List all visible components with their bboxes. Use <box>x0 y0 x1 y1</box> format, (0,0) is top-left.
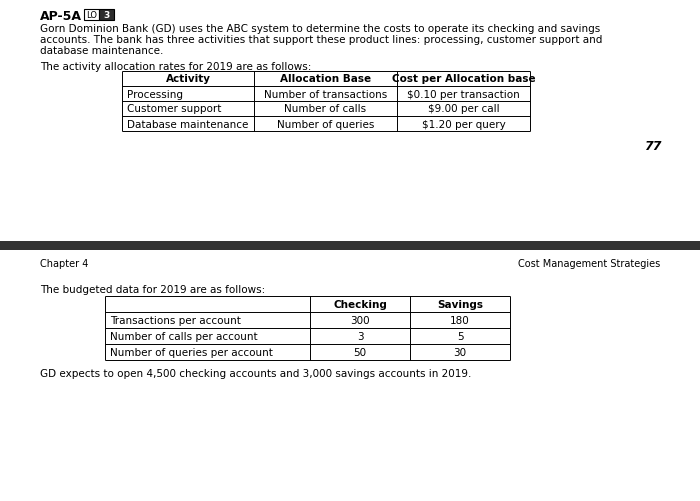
Text: Checking: Checking <box>333 300 387 310</box>
Text: 50: 50 <box>354 347 367 357</box>
Text: Gorn Dominion Bank (GD) uses the ABC system to determine the costs to operate it: Gorn Dominion Bank (GD) uses the ABC sys… <box>40 24 601 34</box>
Text: 77: 77 <box>645 140 662 153</box>
Text: 300: 300 <box>350 315 370 325</box>
Bar <box>84 10 99 21</box>
Text: Customer support: Customer support <box>127 104 221 114</box>
Bar <box>99 10 114 21</box>
Text: AP-5A: AP-5A <box>40 10 82 23</box>
Text: $0.10 per transaction: $0.10 per transaction <box>407 89 520 99</box>
Bar <box>0 241 700 250</box>
Text: Processing: Processing <box>127 89 183 99</box>
Text: $9.00 per call: $9.00 per call <box>428 104 499 114</box>
Text: 30: 30 <box>454 347 467 357</box>
Text: accounts. The bank has three activities that support these product lines: proces: accounts. The bank has three activities … <box>40 35 603 45</box>
Text: database maintenance.: database maintenance. <box>40 46 163 56</box>
Text: Allocation Base: Allocation Base <box>280 74 371 84</box>
Text: LO: LO <box>86 11 97 20</box>
Text: 5: 5 <box>456 331 463 341</box>
Text: Number of queries per account: Number of queries per account <box>110 347 273 357</box>
Text: Database maintenance: Database maintenance <box>127 119 248 129</box>
Text: Cost Management Strategies: Cost Management Strategies <box>518 259 660 269</box>
Text: Savings: Savings <box>437 300 483 310</box>
Text: 3: 3 <box>357 331 363 341</box>
Text: Number of queries: Number of queries <box>276 119 374 129</box>
Text: 180: 180 <box>450 315 470 325</box>
Text: The activity allocation rates for 2019 are as follows:: The activity allocation rates for 2019 a… <box>40 62 312 72</box>
Text: Cost per Allocation base: Cost per Allocation base <box>392 74 536 84</box>
Text: Chapter 4: Chapter 4 <box>40 259 88 269</box>
Text: Transactions per account: Transactions per account <box>110 315 241 325</box>
Text: 3: 3 <box>104 11 110 20</box>
Text: Number of calls per account: Number of calls per account <box>110 331 258 341</box>
Text: Activity: Activity <box>165 74 211 84</box>
Text: $1.20 per query: $1.20 per query <box>421 119 505 129</box>
Text: The budgeted data for 2019 are as follows:: The budgeted data for 2019 are as follow… <box>40 285 265 295</box>
Text: Number of calls: Number of calls <box>284 104 367 114</box>
Text: Number of transactions: Number of transactions <box>264 89 387 99</box>
Text: GD expects to open 4,500 checking accounts and 3,000 savings accounts in 2019.: GD expects to open 4,500 checking accoun… <box>40 368 471 378</box>
